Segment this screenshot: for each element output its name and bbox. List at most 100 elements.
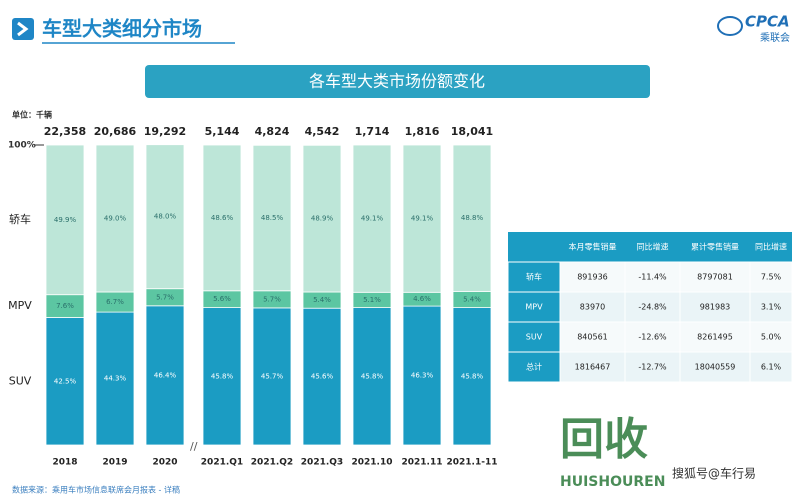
table-cell xyxy=(559,321,626,353)
table-header-row xyxy=(508,232,792,262)
watermark-account: 搜狐号@车行易 xyxy=(672,466,756,481)
bar-segment xyxy=(202,144,242,292)
value-label: 46.4% xyxy=(154,371,177,379)
value-label: 48.8% xyxy=(461,214,484,222)
x-tick-label: 2021.1-11 xyxy=(447,458,498,468)
series-name: SUV xyxy=(9,374,32,387)
total-label: 20,686 xyxy=(94,125,137,138)
value-label: 48.9% xyxy=(311,215,334,223)
value-label: 49.1% xyxy=(411,215,434,223)
logo-sub: 乘联会 xyxy=(760,31,790,44)
value-label: 4.6% xyxy=(413,295,431,303)
x-tick-label: 2021.Q2 xyxy=(251,458,293,468)
value-label: 48.5% xyxy=(261,214,284,222)
total-label: 1,714 xyxy=(355,125,390,138)
table-text: 8797081 xyxy=(697,273,733,282)
table-cell xyxy=(507,291,561,323)
value-label: 5.4% xyxy=(313,296,331,304)
value-label: 45.8% xyxy=(461,372,484,380)
table-header: 本月零售销量 xyxy=(569,242,617,252)
value-label: 45.8% xyxy=(361,372,384,380)
table-text: 总计 xyxy=(526,362,542,372)
table-cell xyxy=(679,291,751,323)
bar-segment xyxy=(45,144,85,296)
table-cell xyxy=(749,321,793,353)
table-text: -12.6% xyxy=(638,333,667,342)
series-name: MPV xyxy=(8,299,32,312)
title-icon-arrow xyxy=(17,21,29,37)
x-tick-label: 2019 xyxy=(102,458,127,468)
bar-segment xyxy=(145,305,185,446)
table-text: 8261495 xyxy=(697,333,733,342)
value-label: 42.5% xyxy=(54,377,77,385)
bar-segment xyxy=(95,311,135,446)
table-text: 83970 xyxy=(580,303,605,312)
bar-segment xyxy=(252,307,292,446)
bar-segment xyxy=(95,144,135,293)
x-tick-label: 2020 xyxy=(152,458,177,468)
table-cell xyxy=(507,351,561,383)
table-text: -11.4% xyxy=(638,273,667,282)
table-cell xyxy=(679,261,751,293)
table-header: 同比增速 xyxy=(755,242,787,252)
x-tick-label: 2018 xyxy=(52,458,77,468)
table-cell xyxy=(507,261,561,293)
value-label: 5.6% xyxy=(213,295,231,303)
table-text: 891936 xyxy=(577,273,608,282)
table-text: 3.1% xyxy=(761,303,782,312)
x-tick-label: 2021.Q3 xyxy=(301,458,343,468)
slide-title: 车型大类细分市场 xyxy=(42,17,202,41)
table-cell xyxy=(679,351,751,383)
value-label: 45.6% xyxy=(311,373,334,381)
total-label: 19,292 xyxy=(144,125,186,138)
bar-segment xyxy=(302,144,342,293)
bar-segment xyxy=(45,317,85,446)
total-label: 4,542 xyxy=(305,125,340,138)
watermark-sub: HUISHOUREN xyxy=(560,474,665,490)
table-cell xyxy=(624,321,681,353)
bar-segment xyxy=(252,144,292,292)
table-text: -24.8% xyxy=(638,303,667,312)
value-label: 49.0% xyxy=(104,215,127,223)
watermark: 回收 xyxy=(560,414,648,465)
total-label: 5,144 xyxy=(205,125,240,138)
total-label: 4,824 xyxy=(255,125,290,138)
value-label: 5.7% xyxy=(263,295,281,303)
table-text: -12.7% xyxy=(638,363,667,372)
table-text: 18040559 xyxy=(695,363,736,372)
table-cell xyxy=(624,351,681,383)
x-tick-label: 2021.11 xyxy=(402,458,443,468)
unit-label: 单位：千辆 xyxy=(12,110,52,120)
value-label: 45.7% xyxy=(261,372,284,380)
table-cell xyxy=(679,321,751,353)
value-label: 5.1% xyxy=(363,296,381,304)
value-label: 48.0% xyxy=(154,213,177,221)
y-tick-label: 100% xyxy=(8,141,36,151)
table-text: 轿车 xyxy=(526,272,542,282)
table-header: 同比增速 xyxy=(637,242,669,252)
table-cell xyxy=(559,351,626,383)
bar-segment xyxy=(452,144,492,292)
series-name: 轿车 xyxy=(9,212,31,226)
value-label: 5.7% xyxy=(156,293,174,301)
bar-segment xyxy=(352,307,392,446)
table-text: 7.5% xyxy=(761,273,782,282)
table-text: 6.1% xyxy=(761,363,782,372)
table-cell xyxy=(749,261,793,293)
value-label: 44.3% xyxy=(104,375,127,383)
bar-segment xyxy=(145,144,185,290)
table-text: 840561 xyxy=(577,333,608,342)
bar-segment xyxy=(352,144,392,293)
table-cell xyxy=(749,351,793,383)
total-label: 18,041 xyxy=(451,125,493,138)
axis-break: // xyxy=(190,440,198,453)
value-label: 45.8% xyxy=(211,372,234,380)
logo-text: CPCA xyxy=(745,13,790,31)
table-text: MPV xyxy=(525,303,543,312)
value-label: 49.1% xyxy=(361,215,384,223)
value-label: 6.7% xyxy=(106,298,124,306)
value-label: 48.6% xyxy=(211,214,234,222)
table-cell xyxy=(507,321,561,353)
logo-mark xyxy=(717,16,743,36)
